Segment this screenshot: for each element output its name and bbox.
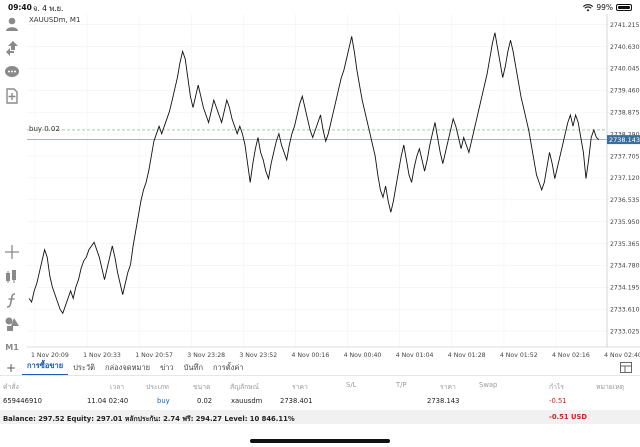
time-tick-label: 4 Nov 02:40: [604, 352, 640, 359]
price-tick-label: 2734.195: [610, 285, 640, 292]
home-indicator[interactable]: [250, 439, 390, 443]
col-price: ราคา: [292, 383, 308, 391]
col-symbol: สัญลักษณ์: [230, 383, 260, 391]
price-tick-label: 2736.535: [610, 197, 640, 204]
indicators-icon[interactable]: [4, 268, 20, 284]
time-tick-label: 4 Nov 01:04: [396, 352, 434, 359]
price-tick-label: 2740.630: [610, 44, 640, 51]
status-time: 09:40: [8, 3, 32, 12]
floating-profit: -0.51 USD: [549, 413, 588, 421]
price-tick-label: 2737.705: [610, 153, 640, 160]
tab-journal[interactable]: บันทึก: [183, 362, 204, 372]
time-tick-label: 4 Nov 01:28: [448, 352, 486, 359]
tab-settings[interactable]: การตั้งค่า: [213, 362, 244, 372]
price-tick-label: 2739.460: [610, 88, 640, 95]
price-tick-label: 2735.365: [610, 241, 640, 248]
battery-icon: [616, 4, 632, 11]
col-profit: กำไร: [549, 383, 565, 391]
col-size: ขนาด: [193, 383, 211, 391]
time-tick-label: 1 Nov 20:09: [31, 352, 69, 359]
bottom-tab-bar: + การซื้อขาย ประวัติ กล่องจดหมาย ข่าว บั…: [0, 360, 640, 376]
crosshair-icon[interactable]: [4, 244, 20, 260]
new-order-icon[interactable]: [4, 88, 20, 104]
status-date: จ. 4 พ.ย.: [33, 4, 64, 13]
time-tick-label: 1 Nov 20:33: [83, 352, 121, 359]
price-axis-background: [607, 14, 640, 347]
price-tick-label: 2733.610: [610, 307, 640, 314]
price-tick-label: 2738.290: [610, 131, 640, 138]
chart-axes: 2741.215 2740.630 2740.045 2739.460 2738.875…: [27, 14, 640, 359]
order-open-price: 2738.401: [280, 397, 313, 405]
order-id: 659446910: [3, 397, 42, 405]
col-comment: หมายเหตุ: [596, 383, 624, 391]
time-tick-label: 3 Nov 23:52: [239, 352, 277, 359]
price-chart[interactable]: 2741.215 2740.630 2740.045 2739.460 2738.875…: [27, 14, 640, 360]
order-time: 11.04 02:40: [87, 397, 129, 405]
current-price-tag: [607, 135, 640, 145]
objects-icon[interactable]: [4, 316, 20, 332]
col-swap: Swap: [479, 381, 498, 389]
chart-canvas[interactable]: 2741.215 2740.630 2740.045 2739.460 2738.875…: [27, 14, 640, 360]
order-type: buy: [157, 397, 170, 405]
price-tick-label: 2738.875: [610, 110, 640, 117]
order-current-price: 2738.143: [427, 397, 460, 405]
time-tick-label: 4 Nov 01:52: [500, 352, 538, 359]
col-sl: S/L: [346, 381, 357, 389]
col-time: เวลา: [110, 383, 125, 391]
price-tick-label: 2740.045: [610, 66, 640, 73]
tab-news[interactable]: ข่าว: [160, 362, 174, 372]
time-tick-label: 1 Nov 20:57: [135, 352, 173, 359]
order-symbol: xauusdm: [231, 397, 263, 405]
orders-table-header: คำสั่ง เวลา ประเภท ขนาด สัญลักษณ์ ราคา S…: [0, 378, 640, 392]
time-tick-label: 4 Nov 00:40: [344, 352, 382, 359]
time-tick-label: 3 Nov 23:28: [187, 352, 225, 359]
tab-mailbox[interactable]: กล่องจดหมาย: [105, 362, 151, 372]
price-tick-label: 2735.950: [610, 219, 640, 226]
order-profit: -0.51: [549, 397, 567, 405]
battery-percent: 99%: [596, 3, 613, 12]
add-icon[interactable]: +: [5, 360, 17, 375]
chat-icon[interactable]: [4, 64, 20, 80]
balance-summary: Balance: 297.52 Equity: 297.01 หลักประกั…: [3, 415, 295, 423]
status-right: 99%: [583, 3, 632, 12]
status-bar: 09:40 จ. 4 พ.ย. 99%: [0, 0, 640, 14]
price-tick-label: 2741.215: [610, 22, 640, 29]
layout-toggle-icon[interactable]: [620, 362, 632, 375]
order-size: 0.02: [197, 397, 213, 405]
price-series-line: [28, 32, 600, 315]
table-row[interactable]: 659446910 11.04 02:40 buy 0.02 xauusdm 2…: [0, 394, 640, 408]
timeframe-button[interactable]: M1: [5, 342, 19, 352]
wifi-icon: [583, 3, 594, 11]
price-tick-label: 2734.780: [610, 263, 640, 270]
price-tick-label: 2737.120: [610, 175, 640, 182]
left-toolbar: M1: [0, 14, 24, 354]
time-tick-label: 4 Nov 00:16: [292, 352, 330, 359]
trade-icon[interactable]: [4, 40, 20, 56]
tab-trade[interactable]: การซื้อขาย: [22, 360, 69, 375]
col-type: ประเภท: [146, 383, 169, 391]
col-current-price: ราคา: [440, 383, 456, 391]
col-order: คำสั่ง: [3, 383, 19, 391]
tab-history[interactable]: ประวัติ: [73, 362, 96, 372]
position-label: buy 0.02: [29, 125, 60, 133]
account-icon[interactable]: [4, 16, 20, 32]
chart-symbol-label: XAUUSDm, M1: [29, 16, 81, 24]
function-icon[interactable]: [4, 292, 20, 308]
chart-grid: [27, 14, 609, 347]
current-price-label: 2738.143: [609, 136, 640, 144]
price-tick-label: 2733.025: [610, 328, 640, 335]
time-tick-label: 4 Nov 02:16: [552, 352, 590, 359]
balance-bar: Balance: 297.52 Equity: 297.01 หลักประกั…: [0, 410, 640, 424]
col-tp: T/P: [396, 381, 407, 389]
